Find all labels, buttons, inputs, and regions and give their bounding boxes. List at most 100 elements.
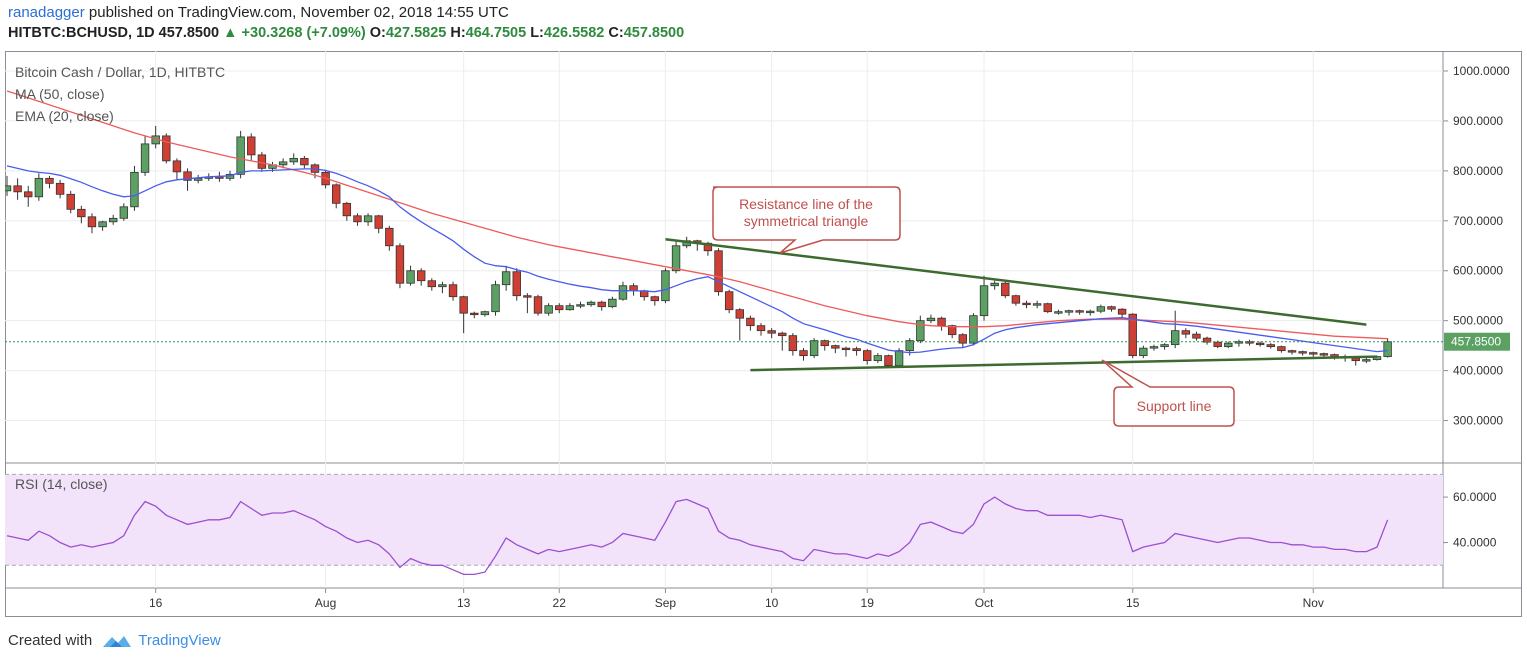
candle-body — [576, 304, 585, 307]
candle-body — [724, 291, 734, 311]
candle — [162, 133, 171, 164]
candle-body — [544, 305, 553, 314]
candle — [374, 214, 383, 234]
candle — [140, 135, 150, 176]
candle — [671, 241, 681, 274]
candle — [1128, 313, 1137, 359]
candle-body — [863, 350, 872, 362]
candle — [1032, 300, 1042, 309]
candle — [1139, 345, 1148, 359]
candle-body — [1255, 342, 1265, 346]
ema20-line — [6, 165, 1388, 354]
rsi-axis[interactable]: 60.0000 40.0000 — [1443, 490, 1497, 550]
candle-body — [1054, 311, 1063, 314]
candle — [342, 201, 352, 221]
chart-svg[interactable]: 1000.0000 900.0000 800.0000 700.0000 600.000… — [2, 51, 1522, 617]
candle-body — [916, 320, 925, 342]
candle-body — [1277, 346, 1286, 352]
author-link[interactable]: ranadagger — [8, 4, 85, 21]
candle — [289, 153, 298, 165]
candle — [841, 346, 851, 357]
candle — [87, 213, 97, 234]
candle — [1192, 331, 1201, 341]
candle-body — [990, 282, 999, 287]
candle-body — [937, 317, 946, 327]
candle — [979, 275, 989, 321]
support-callout: Support line — [1101, 359, 1235, 427]
candle — [746, 315, 755, 331]
candle — [799, 348, 808, 361]
low-value: 426.5582 — [543, 25, 605, 41]
candle — [555, 303, 564, 314]
time-tick-label: 16 — [149, 596, 163, 610]
up-arrow-icon: ▲ — [223, 25, 238, 41]
candle — [395, 243, 405, 289]
price-tick-label: 900.0000 — [1453, 114, 1503, 128]
candle-body — [427, 280, 436, 288]
high-value: 464.7505 — [465, 25, 527, 41]
open-value: 427.5825 — [385, 25, 447, 41]
candle — [629, 283, 638, 296]
candle-body — [905, 340, 914, 352]
candle-body — [438, 284, 447, 288]
candle — [565, 303, 575, 311]
candle — [119, 203, 129, 221]
candle-body — [788, 335, 798, 352]
candle — [533, 294, 543, 316]
candle-body — [109, 217, 118, 223]
support-trendline — [750, 355, 1378, 372]
candle-body — [1213, 341, 1222, 348]
candle-body — [1075, 310, 1084, 313]
candle — [1266, 343, 1275, 349]
candle — [916, 315, 925, 344]
candle-body — [767, 330, 776, 334]
candle-body — [1192, 333, 1201, 339]
candle — [586, 300, 596, 307]
candle — [809, 338, 819, 359]
candle-body — [820, 340, 829, 347]
time-axis[interactable]: 16 Aug 13 22 Sep 10 19 Oct 15 Nov — [149, 588, 1324, 610]
candle-body — [300, 157, 309, 166]
resistance-callout: Resistance line of the symmetrical trian… — [712, 186, 901, 254]
time-tick-label: 19 — [861, 596, 875, 610]
candle-body — [2, 185, 12, 192]
candle-body — [618, 285, 628, 300]
candle — [714, 248, 723, 296]
candle — [34, 173, 44, 201]
candle-body — [1372, 356, 1382, 361]
candle-body — [162, 135, 171, 162]
candle — [661, 268, 670, 304]
candle — [1022, 300, 1031, 309]
candle-body — [416, 270, 426, 282]
candle — [77, 205, 86, 224]
candle-body — [608, 298, 617, 308]
close-label: C: — [608, 25, 624, 41]
candle — [448, 281, 458, 301]
price-axis[interactable]: 1000.0000 900.0000 800.0000 700.0000 600.000… — [1443, 64, 1510, 428]
candle-body — [1001, 282, 1010, 297]
candle — [66, 190, 75, 214]
candle — [1096, 304, 1106, 314]
tradingview-brand-link[interactable]: TradingView — [138, 632, 221, 649]
candle-body — [491, 284, 500, 313]
candle — [1160, 343, 1169, 350]
candle-body — [1298, 351, 1307, 354]
candle — [1298, 350, 1307, 356]
candle-body — [533, 296, 543, 314]
chart-container[interactable]: 1000.0000 900.0000 800.0000 700.0000 600.000… — [2, 51, 1522, 622]
candle — [438, 281, 447, 294]
candle-body — [746, 317, 755, 327]
candle-body — [841, 347, 851, 351]
candle — [1287, 349, 1297, 355]
candle-body — [278, 161, 288, 166]
ma50-line — [6, 90, 1388, 340]
candle — [937, 316, 946, 331]
candle — [1107, 305, 1116, 312]
candle-body — [1181, 330, 1191, 335]
candle — [852, 346, 861, 356]
candle-body — [289, 157, 298, 163]
candle — [300, 155, 309, 169]
created-with-text: Created with — [8, 632, 93, 649]
candle-body — [661, 270, 670, 302]
candle-body — [947, 325, 957, 336]
